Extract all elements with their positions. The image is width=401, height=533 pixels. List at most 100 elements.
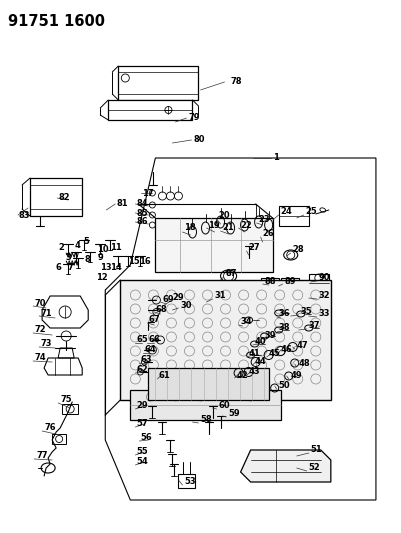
Text: 35: 35	[300, 308, 312, 317]
Text: 68: 68	[155, 304, 166, 313]
Text: 62: 62	[136, 366, 148, 375]
Text: 86: 86	[136, 217, 148, 227]
Text: 58: 58	[200, 416, 212, 424]
Text: 7: 7	[67, 263, 73, 272]
Bar	[280, 278, 298, 292]
Text: 74: 74	[34, 353, 46, 362]
Text: 90: 90	[318, 273, 330, 282]
Text: 21: 21	[222, 223, 234, 232]
Text: 75: 75	[60, 395, 72, 405]
Text: 87: 87	[225, 270, 237, 279]
Text: 41: 41	[248, 350, 260, 359]
Text: 29: 29	[136, 401, 148, 410]
Text: 34: 34	[240, 318, 251, 327]
Text: 52: 52	[308, 464, 320, 472]
Text: 77: 77	[36, 451, 47, 461]
Text: 54: 54	[136, 457, 148, 466]
Text: 13: 13	[100, 263, 111, 272]
Text: 14: 14	[110, 263, 122, 272]
Text: 53: 53	[184, 478, 196, 487]
Text: 10: 10	[97, 245, 109, 254]
Text: 78: 78	[230, 77, 241, 86]
Text: 50: 50	[278, 382, 290, 391]
Text: 48: 48	[298, 359, 310, 368]
Text: 3: 3	[65, 254, 71, 262]
Text: 91751 1600: 91751 1600	[8, 14, 105, 29]
Text: 24: 24	[280, 207, 292, 216]
Text: 29: 29	[172, 294, 184, 303]
Text: 47: 47	[296, 342, 308, 351]
Text: 23: 23	[258, 215, 269, 224]
Text: 20: 20	[218, 212, 230, 221]
Text: 60: 60	[218, 401, 230, 410]
Text: 9: 9	[97, 254, 103, 262]
Text: 39: 39	[264, 330, 275, 340]
Text: 81: 81	[116, 199, 128, 208]
Text: 79: 79	[188, 114, 199, 123]
Text: 33: 33	[318, 310, 330, 319]
Polygon shape	[42, 296, 88, 328]
Polygon shape	[118, 66, 198, 100]
Text: 84: 84	[136, 199, 148, 208]
Text: 63: 63	[140, 356, 152, 365]
Text: 2: 2	[58, 244, 64, 253]
Text: 65: 65	[136, 335, 148, 344]
Text: 11: 11	[110, 244, 122, 253]
Text: 88: 88	[264, 278, 275, 287]
Text: 76: 76	[44, 424, 56, 432]
Polygon shape	[108, 100, 192, 120]
Polygon shape	[30, 178, 82, 216]
Text: 56: 56	[140, 433, 152, 442]
Bar	[260, 278, 278, 292]
Text: 70: 70	[34, 298, 45, 308]
Text: 12: 12	[96, 272, 108, 281]
Text: 32: 32	[318, 292, 330, 301]
Text: 67: 67	[148, 316, 160, 325]
Polygon shape	[120, 280, 330, 400]
Text: 28: 28	[292, 246, 304, 254]
Text: 16: 16	[139, 257, 151, 266]
Text: 44: 44	[254, 358, 266, 367]
Text: 80: 80	[193, 135, 205, 144]
Bar	[308, 274, 328, 292]
Text: 8: 8	[84, 255, 90, 264]
Text: 85: 85	[136, 208, 148, 217]
Text: 37: 37	[308, 321, 320, 330]
Text: 27: 27	[248, 244, 259, 253]
Text: 49: 49	[290, 372, 302, 381]
Polygon shape	[155, 218, 272, 272]
Text: 73: 73	[40, 340, 51, 349]
Text: 4: 4	[74, 240, 80, 249]
Text: 51: 51	[310, 446, 322, 455]
Text: 89: 89	[284, 278, 296, 287]
Text: 38: 38	[278, 324, 290, 333]
Text: 43: 43	[248, 367, 259, 376]
Text: 31: 31	[214, 292, 226, 301]
Text: 26: 26	[262, 230, 274, 238]
Text: 45: 45	[268, 350, 280, 359]
Text: 22: 22	[240, 221, 252, 230]
Text: 64: 64	[144, 345, 156, 354]
Text: 69: 69	[162, 295, 174, 303]
Text: 42: 42	[236, 370, 248, 379]
Text: 59: 59	[228, 409, 239, 418]
Text: 25: 25	[305, 207, 317, 216]
Text: 36: 36	[278, 310, 290, 319]
Polygon shape	[240, 450, 330, 482]
Text: 1: 1	[272, 154, 278, 163]
Text: 6: 6	[55, 263, 61, 272]
Text: 83: 83	[18, 211, 29, 220]
Text: 57: 57	[136, 419, 148, 429]
Bar	[52, 434, 66, 444]
Text: 72: 72	[34, 326, 46, 335]
Text: 71: 71	[40, 309, 52, 318]
Text: 18: 18	[184, 223, 196, 232]
Text: 66: 66	[148, 335, 160, 344]
Text: 17: 17	[142, 189, 154, 198]
Text: 82: 82	[58, 193, 70, 203]
Text: 19: 19	[208, 221, 220, 230]
Bar	[62, 404, 78, 414]
Text: 46: 46	[280, 345, 292, 354]
Polygon shape	[148, 368, 268, 400]
Text: 5: 5	[83, 238, 89, 246]
